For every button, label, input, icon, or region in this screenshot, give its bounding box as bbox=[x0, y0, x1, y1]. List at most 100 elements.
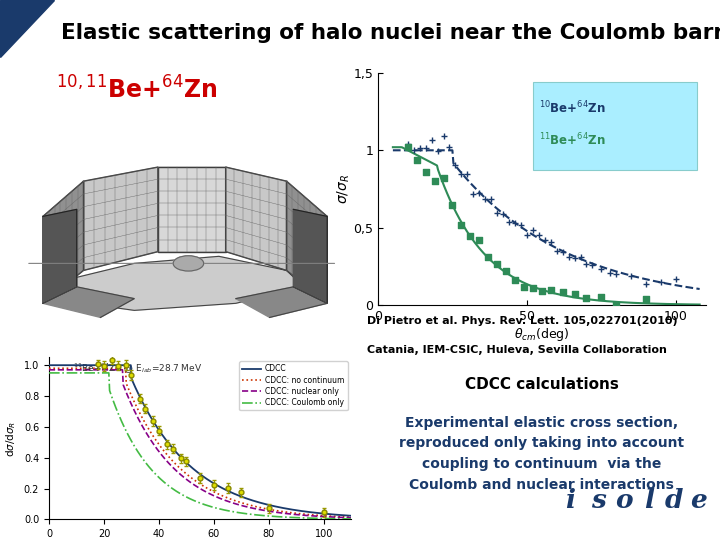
Point bbox=[575, 253, 586, 261]
Point bbox=[402, 140, 413, 149]
CDCC: nuclear only: (69.2, 0.0947): nuclear only: (69.2, 0.0947) bbox=[235, 502, 243, 508]
CDCC: no continuum: (69.2, 0.113): no continuum: (69.2, 0.113) bbox=[235, 499, 243, 505]
Point bbox=[503, 218, 515, 226]
Text: s: s bbox=[591, 488, 606, 513]
Text: CDCC calculations: CDCC calculations bbox=[465, 377, 618, 392]
Line: CDCC: no continuum: CDCC: no continuum bbox=[49, 368, 351, 517]
Point bbox=[498, 210, 509, 219]
Point bbox=[426, 136, 437, 144]
CDCC bbox=[45, 362, 53, 368]
Point bbox=[464, 231, 476, 240]
Text: Elastic scattering of halo nuclei near the Coulomb barrier: Elastic scattering of halo nuclei near t… bbox=[61, 23, 720, 43]
Point bbox=[485, 195, 497, 204]
Point bbox=[509, 275, 521, 284]
Ellipse shape bbox=[174, 256, 204, 271]
Point bbox=[450, 160, 462, 169]
Point bbox=[545, 237, 557, 246]
Point bbox=[509, 218, 521, 227]
Y-axis label: $\sigma/\sigma_R$: $\sigma/\sigma_R$ bbox=[336, 174, 352, 204]
Text: i: i bbox=[565, 488, 575, 513]
Text: l: l bbox=[644, 488, 654, 513]
Point bbox=[446, 201, 458, 210]
CDCC bbox=[263, 501, 271, 508]
Point bbox=[640, 294, 652, 303]
Point bbox=[595, 293, 607, 302]
Point bbox=[545, 286, 557, 294]
Line: CDCC: CDCC bbox=[49, 365, 351, 516]
CDCC bbox=[264, 502, 273, 508]
CDCC bbox=[235, 492, 243, 499]
Text: o: o bbox=[615, 488, 633, 513]
Text: $^{11}$Be+$^{64}$Zn: $^{11}$Be+$^{64}$Zn bbox=[539, 132, 606, 148]
Point bbox=[563, 253, 575, 262]
Point bbox=[605, 268, 616, 277]
Polygon shape bbox=[0, 0, 54, 57]
Point bbox=[626, 271, 637, 280]
CDCC: no continuum: (0, 0.98): no continuum: (0, 0.98) bbox=[45, 365, 53, 372]
CDCC: Coulomb only: (43.6, 0.218): Coulomb only: (43.6, 0.218) bbox=[164, 483, 173, 489]
CDCC bbox=[164, 440, 173, 447]
Point bbox=[655, 277, 667, 286]
Point bbox=[432, 147, 444, 156]
Point bbox=[482, 253, 494, 262]
Text: Di Pietro et al. Phys. Rev. Lett. 105,022701(2010): Di Pietro et al. Phys. Rev. Lett. 105,02… bbox=[367, 316, 678, 327]
X-axis label: $\theta_{cm}$(deg): $\theta_{cm}$(deg) bbox=[514, 326, 570, 343]
CDCC: Coulomb only: (79.4, 0.0232): Coulomb only: (79.4, 0.0232) bbox=[263, 512, 271, 519]
FancyBboxPatch shape bbox=[533, 82, 697, 171]
Text: $^{11}$Be+$^{64}$Zn @ E$_{lab}$=28.7 MeV: $^{11}$Be+$^{64}$Zn @ E$_{lab}$=28.7 MeV bbox=[73, 362, 202, 376]
Point bbox=[462, 170, 473, 178]
Point bbox=[429, 177, 441, 185]
Point bbox=[527, 226, 539, 235]
Point bbox=[527, 284, 539, 292]
Point bbox=[611, 270, 622, 279]
Point bbox=[581, 260, 593, 268]
Point bbox=[551, 246, 562, 255]
Point bbox=[587, 261, 598, 269]
Polygon shape bbox=[158, 167, 225, 252]
Point bbox=[491, 208, 503, 217]
Point bbox=[467, 190, 479, 198]
Polygon shape bbox=[225, 167, 287, 271]
CDCC: no continuum: (35.8, 0.599): no continuum: (35.8, 0.599) bbox=[143, 424, 152, 430]
Point bbox=[536, 286, 547, 295]
CDCC: Coulomb only: (79.9, 0.0224): Coulomb only: (79.9, 0.0224) bbox=[264, 513, 273, 519]
CDCC: Coulomb only: (35.8, 0.353): Coulomb only: (35.8, 0.353) bbox=[143, 462, 152, 468]
Point bbox=[569, 289, 580, 298]
Point bbox=[640, 279, 652, 288]
CDCC: nuclear only: (43.6, 0.365): nuclear only: (43.6, 0.365) bbox=[164, 460, 173, 467]
CDCC bbox=[81, 362, 90, 368]
CDCC bbox=[347, 512, 356, 519]
Point bbox=[518, 283, 530, 292]
Polygon shape bbox=[84, 167, 158, 271]
Polygon shape bbox=[236, 287, 327, 318]
CDCC: nuclear only: (79.4, 0.0554): nuclear only: (79.4, 0.0554) bbox=[263, 508, 271, 514]
Polygon shape bbox=[43, 210, 77, 303]
Point bbox=[557, 247, 568, 256]
CDCC: no continuum: (79.4, 0.0679): no continuum: (79.4, 0.0679) bbox=[263, 506, 271, 512]
Polygon shape bbox=[43, 287, 134, 318]
Point bbox=[521, 231, 533, 240]
Line: CDCC: Coulomb only: CDCC: Coulomb only bbox=[49, 373, 351, 519]
Y-axis label: d$\sigma$/d$\sigma_R$: d$\sigma$/d$\sigma_R$ bbox=[4, 421, 18, 456]
Point bbox=[438, 132, 449, 140]
Text: $^{10,11}$Be+$^{64}$Zn: $^{10,11}$Be+$^{64}$Zn bbox=[56, 76, 218, 104]
CDCC: Coulomb only: (13.2, 0.95): Coulomb only: (13.2, 0.95) bbox=[81, 370, 90, 376]
CDCC: Coulomb only: (0, 0.95): Coulomb only: (0, 0.95) bbox=[45, 370, 53, 376]
Point bbox=[408, 146, 420, 154]
Line: CDCC: nuclear only: CDCC: nuclear only bbox=[49, 370, 351, 518]
Point bbox=[670, 274, 682, 283]
Text: $^{10}$Be+$^{64}$Zn: $^{10}$Be+$^{64}$Zn bbox=[539, 99, 606, 116]
CDCC: nuclear only: (79.9, 0.0538): nuclear only: (79.9, 0.0538) bbox=[264, 508, 273, 515]
Polygon shape bbox=[293, 210, 327, 303]
CDCC: nuclear only: (0, 0.97): nuclear only: (0, 0.97) bbox=[45, 367, 53, 373]
Point bbox=[474, 235, 485, 244]
Point bbox=[595, 265, 607, 274]
CDCC: no continuum: (43.6, 0.407): no continuum: (43.6, 0.407) bbox=[164, 454, 173, 460]
Point bbox=[581, 294, 593, 302]
Text: Catania, IEM-CSIC, Huleva, Sevilla Collaboration: Catania, IEM-CSIC, Huleva, Sevilla Colla… bbox=[367, 345, 667, 355]
Polygon shape bbox=[287, 181, 327, 303]
Point bbox=[456, 170, 467, 178]
Point bbox=[539, 235, 551, 244]
Point bbox=[411, 156, 423, 165]
Point bbox=[420, 168, 431, 177]
